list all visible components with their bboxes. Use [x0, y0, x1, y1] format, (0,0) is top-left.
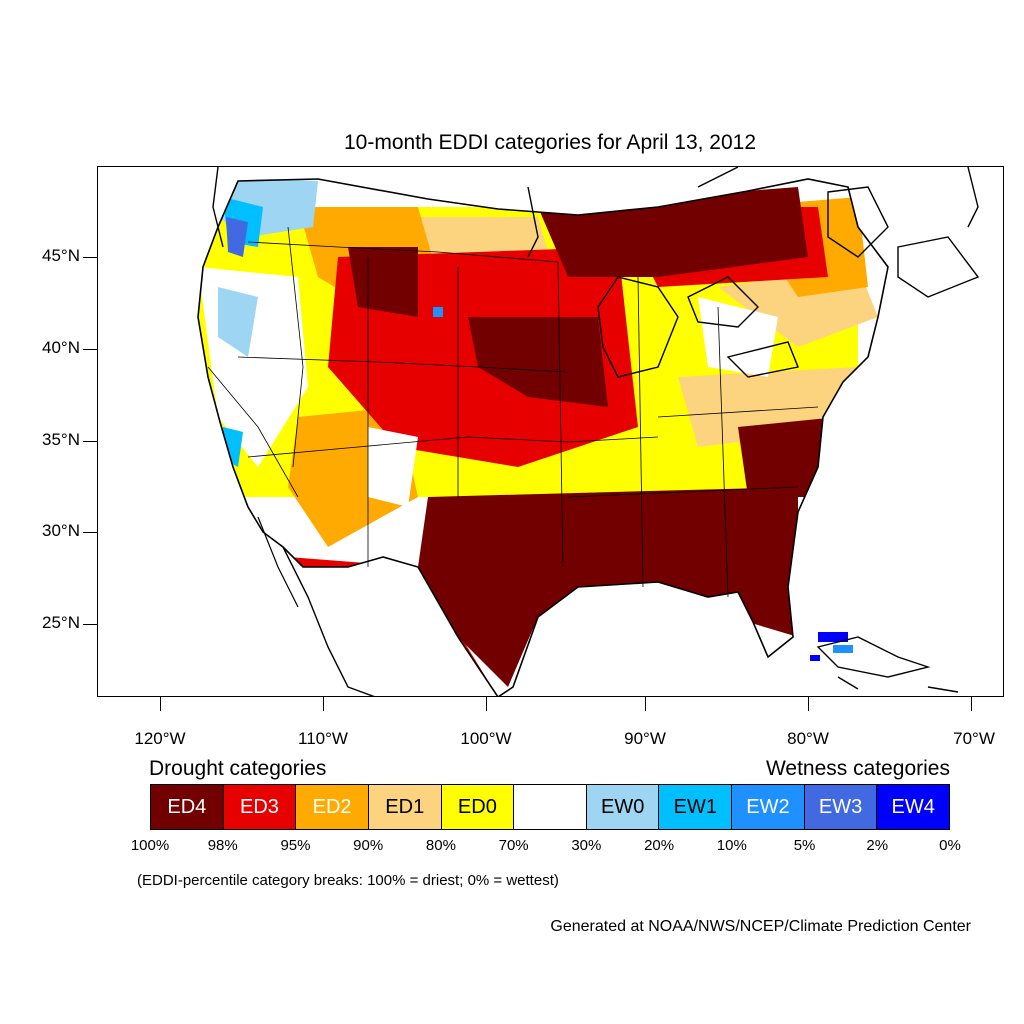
legend-box-ew3: EW3: [804, 785, 878, 829]
lon-tick: [486, 697, 487, 711]
lat-tick: [83, 441, 97, 442]
break-label: 100%: [130, 837, 170, 854]
break-label: 70%: [498, 837, 529, 854]
lon-label-110w: 110°W: [298, 729, 348, 748]
lon-tick: [971, 697, 972, 711]
lat-label-40: 40°N: [42, 338, 80, 357]
conus-eddi-map: [197, 167, 980, 696]
credit-line: Generated at NOAA/NWS/NCEP/Climate Predi…: [550, 918, 971, 935]
lat-tick: [83, 349, 97, 350]
map-title: 10-month EDDI categories for April 13, 2…: [343, 131, 757, 154]
break-label: 20%: [644, 837, 675, 854]
lat-label-30: 30°N: [42, 521, 80, 540]
legend-box-ed1: ED1: [368, 785, 442, 829]
legend-box-ed3: ED3: [223, 785, 297, 829]
category-legend: ED4 ED3 ED2 ED1 ED0 EW0 EW1 EW2 EW3 EW4: [150, 784, 950, 830]
legend-box-near-normal: [514, 785, 587, 829]
baja-coast: [257, 516, 299, 608]
caribbean-wet-patch: [810, 632, 853, 661]
us-coastline: [197, 178, 889, 696]
lat-tick: [83, 624, 97, 625]
break-label: 98%: [207, 837, 238, 854]
wetness-heading: Wetness categories: [765, 757, 950, 780]
lon-label-90w: 90°W: [624, 729, 666, 748]
caribbean-islands: [816, 636, 959, 693]
lakes-and-canada-coast: [212, 167, 980, 378]
break-label: 30%: [571, 837, 602, 854]
break-label: 5%: [793, 837, 816, 854]
break-label: 95%: [280, 837, 311, 854]
lon-tick: [808, 697, 809, 711]
map-panel: [97, 166, 1004, 697]
lat-label-25: 25°N: [42, 613, 80, 632]
break-label: 90%: [353, 837, 384, 854]
lon-label-70w: 70°W: [953, 729, 995, 748]
legend-box-ew0: EW0: [586, 785, 660, 829]
legend-box-ed0: ED0: [441, 785, 515, 829]
legend-box-ew1: EW1: [659, 785, 733, 829]
category-note: (EDDI-percentile category breaks: 100% =…: [137, 872, 559, 889]
lat-label-45: 45°N: [42, 246, 80, 265]
mexico-coast: [282, 546, 375, 696]
legend-box-ed2: ED2: [296, 785, 369, 829]
lon-label-100w: 100°W: [460, 729, 512, 748]
lon-tick: [645, 697, 646, 711]
lon-label-80w: 80°W: [787, 729, 829, 748]
legend-box-ew2: EW2: [732, 785, 805, 829]
lon-label-120w: 120°W: [134, 729, 186, 748]
lon-tick: [323, 697, 324, 711]
lat-tick: [83, 532, 97, 533]
break-label: 0%: [939, 837, 961, 854]
lon-tick: [160, 697, 161, 711]
state-borders: [207, 226, 819, 598]
break-label: 2%: [866, 837, 889, 854]
lat-tick: [83, 257, 97, 258]
lat-label-35: 35°N: [42, 430, 80, 449]
legend-box-ed4: ED4: [151, 785, 224, 829]
drought-heading: Drought categories: [149, 757, 327, 780]
legend-box-ew4: EW4: [877, 785, 950, 829]
break-label: 10%: [716, 837, 747, 854]
break-label: 80%: [425, 837, 456, 854]
